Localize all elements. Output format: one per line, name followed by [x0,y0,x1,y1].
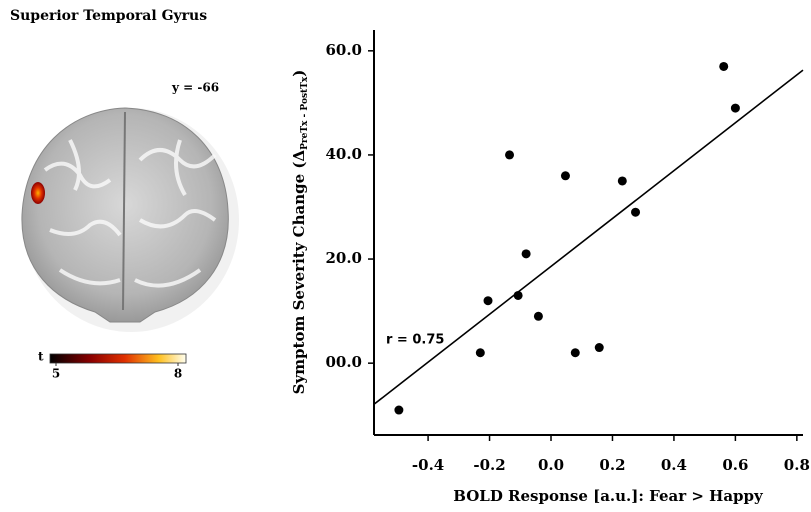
colorbar-label: t [38,350,44,364]
data-point [484,296,493,305]
slice-label: y = -66 [171,81,219,95]
colorbar [50,354,186,363]
y-tick-label: 00.0 [325,353,362,371]
data-point [595,343,604,352]
data-point [571,348,580,357]
x-tick-label: 0.8 [784,456,810,474]
y-tick-label: 40.0 [325,145,362,163]
panel-title: Superior Temporal Gyrus [10,8,207,24]
colorbar-tick-label: 8 [174,367,182,381]
y-tick-label: 20.0 [325,249,362,267]
annotation: r = 0.75 [386,333,444,348]
data-point [631,208,640,217]
x-tick-label: 0.2 [599,456,625,474]
trend-line [374,70,803,404]
y-label-sub: PreTx - PostTx [300,76,310,150]
data-point [514,291,523,300]
data-point [719,62,728,71]
data-point [534,312,543,321]
data-point [522,249,531,258]
data-point [731,104,740,113]
figure: Superior Temporal Gyrus y = -66 r = 0.75… [0,0,811,512]
x-tick-label: -0.4 [412,456,444,474]
y-tick-label: 60.0 [325,41,362,59]
x-tick-label: 0.0 [538,456,564,474]
y-axis-label: Symptom Severity Change (ΔPreTx - PostTx… [290,70,310,395]
data-point [505,150,514,159]
brain-image [22,108,239,332]
data-point [394,406,403,415]
data-point [561,171,570,180]
x-tick-label: 0.6 [722,456,748,474]
data-point [476,348,485,357]
x-axis-label: BOLD Response [a.u.]: Fear > Happy [453,487,764,505]
y-label-end: ) [290,70,308,77]
x-tick-label: 0.4 [661,456,687,474]
data-point [618,176,627,185]
colorbar-tick-label: 5 [52,367,60,381]
x-tick-label: -0.2 [473,456,505,474]
y-label-main: Symptom Severity Change (Δ [290,150,308,395]
